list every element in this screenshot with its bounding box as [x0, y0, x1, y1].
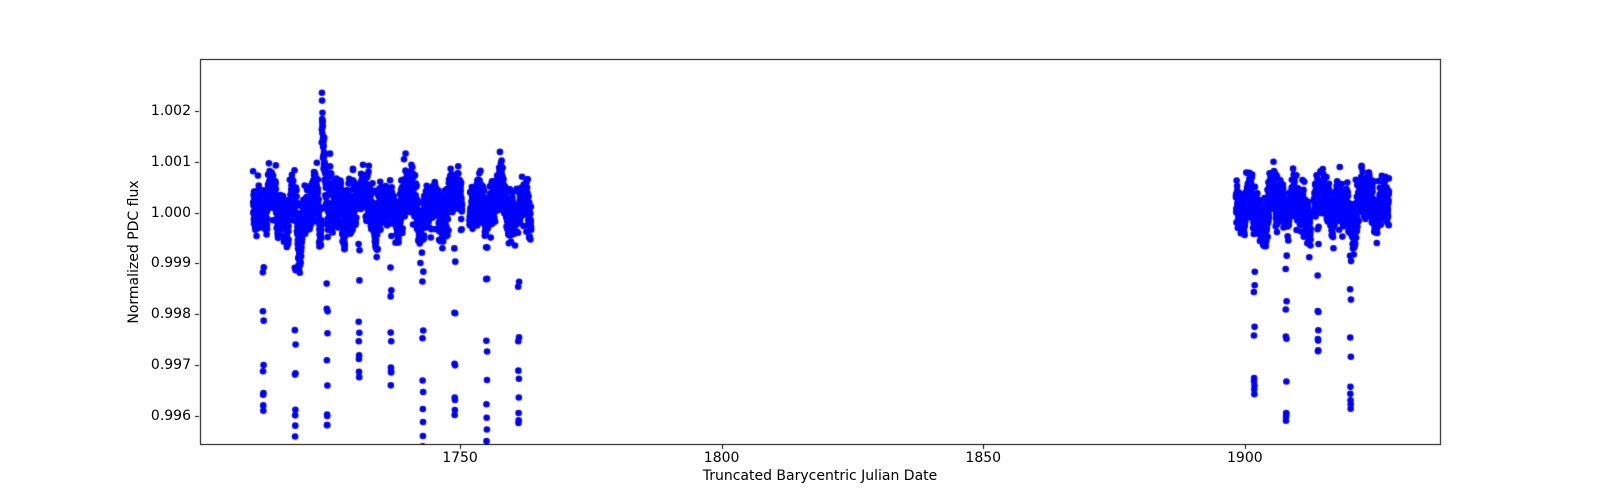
x-axis-label: Truncated Barycentric Julian Date — [702, 468, 938, 484]
y-axis-label: Normalized PDC flux — [126, 179, 142, 324]
